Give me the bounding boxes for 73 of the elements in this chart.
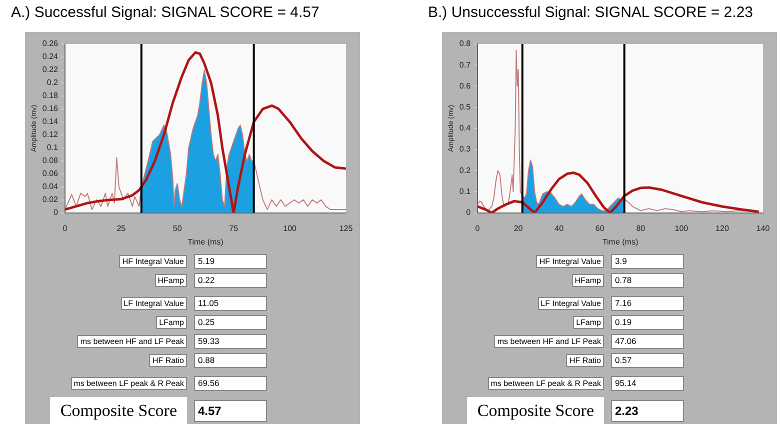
x-tick-label: 80: [636, 224, 646, 233]
y-tick-label: 0.1: [459, 186, 472, 196]
text: LFamp: [573, 316, 604, 328]
text: 59.33: [194, 334, 267, 348]
y-tick-label: 0.6: [459, 81, 472, 90]
y-tick-label: 0: [466, 208, 472, 218]
y-tick-label: 0.24: [42, 52, 59, 62]
text: LFamp: [156, 316, 187, 328]
text: 7.16: [611, 296, 684, 310]
y-tick-label: 0.12: [42, 130, 59, 140]
x-tick-label: 20: [514, 224, 524, 233]
y-tick-label: 0.08: [42, 156, 59, 166]
chart-title: A.) Successful Signal: SIGNAL SCORE = 4.57: [11, 4, 320, 21]
x-tick-label: 60: [595, 224, 605, 233]
text: 0.19: [611, 314, 684, 330]
x-tick-label: 25: [116, 224, 126, 233]
x-tick-label: 0: [62, 224, 68, 233]
x-axis-title: Time (ms): [188, 237, 224, 246]
x-tick-label: 125: [339, 224, 354, 233]
x-tick-label: 140: [756, 224, 770, 233]
y-tick-label: 0.8: [459, 39, 472, 48]
y-tick-label: 0.02: [42, 195, 59, 204]
y-tick-label: 0.04: [42, 182, 59, 192]
y-tick-label: 0.1: [46, 143, 59, 152]
x-tick-label: 50: [172, 224, 182, 233]
y-tick-label: 0.2: [459, 166, 472, 175]
y-tick-label: 0: [54, 208, 59, 218]
text: 47.06: [611, 334, 684, 348]
text: HFamp: [572, 274, 604, 286]
text: 3.9: [611, 254, 684, 268]
text: 69.56: [194, 376, 267, 390]
y-tick-label: 0.5: [459, 102, 472, 112]
text: 11.05: [194, 296, 267, 310]
text: 0.78: [611, 272, 684, 288]
x-axis-title: Time (ms): [602, 237, 638, 246]
y-tick-label: 0.14: [42, 117, 59, 126]
text: ms between HF and LF Peak: [494, 334, 604, 348]
y-tick-label: 0.2: [46, 78, 59, 88]
chart-title: B.) Unsuccessful Signal: SIGNAL SCORE = 2.23: [428, 4, 753, 21]
text: 95.14: [611, 376, 684, 390]
x-tick-label: 0: [475, 224, 480, 233]
y-tick-label: 0.7: [459, 60, 472, 70]
text: ms between HF and LF Peak: [77, 334, 187, 348]
text: Composite Score: [50, 397, 187, 424]
y-tick-label: 0.26: [42, 39, 59, 48]
x-tick-label: 100: [283, 224, 298, 233]
text: 0.88: [194, 352, 267, 368]
y-tick-label: 0.16: [42, 104, 59, 114]
x-tick-label: 120: [716, 224, 730, 233]
text: HF Ratio: [566, 354, 604, 366]
text: HFamp: [154, 274, 187, 286]
y-tick-label: 0.22: [42, 65, 59, 74]
text: 0.57: [611, 352, 684, 368]
text: HF Integral Value: [536, 254, 604, 268]
text: 0.22: [194, 272, 267, 288]
x-tick-label: 75: [229, 224, 239, 233]
text: LF Integral Value: [538, 296, 604, 310]
y-tick-label: 0.3: [459, 144, 472, 154]
y-tick-label: 0.06: [42, 169, 59, 178]
text: ms between LF peak & R Peak: [488, 376, 604, 390]
text: ms between LF peak & R Peak: [70, 376, 187, 390]
text: HF Integral Value: [119, 254, 187, 268]
text: 0.25: [194, 314, 267, 330]
text: LF Integral Value: [120, 296, 187, 310]
text: 4.57: [194, 400, 267, 422]
y-tick-label: 0.18: [42, 91, 59, 100]
text: 5.19: [194, 254, 267, 268]
text: Composite Score: [467, 397, 604, 424]
y-tick-label: 0.4: [459, 124, 472, 133]
x-tick-label: 100: [674, 224, 689, 233]
text: 2.23: [611, 400, 684, 422]
text: HF Ratio: [149, 354, 187, 366]
x-tick-label: 40: [554, 224, 564, 233]
